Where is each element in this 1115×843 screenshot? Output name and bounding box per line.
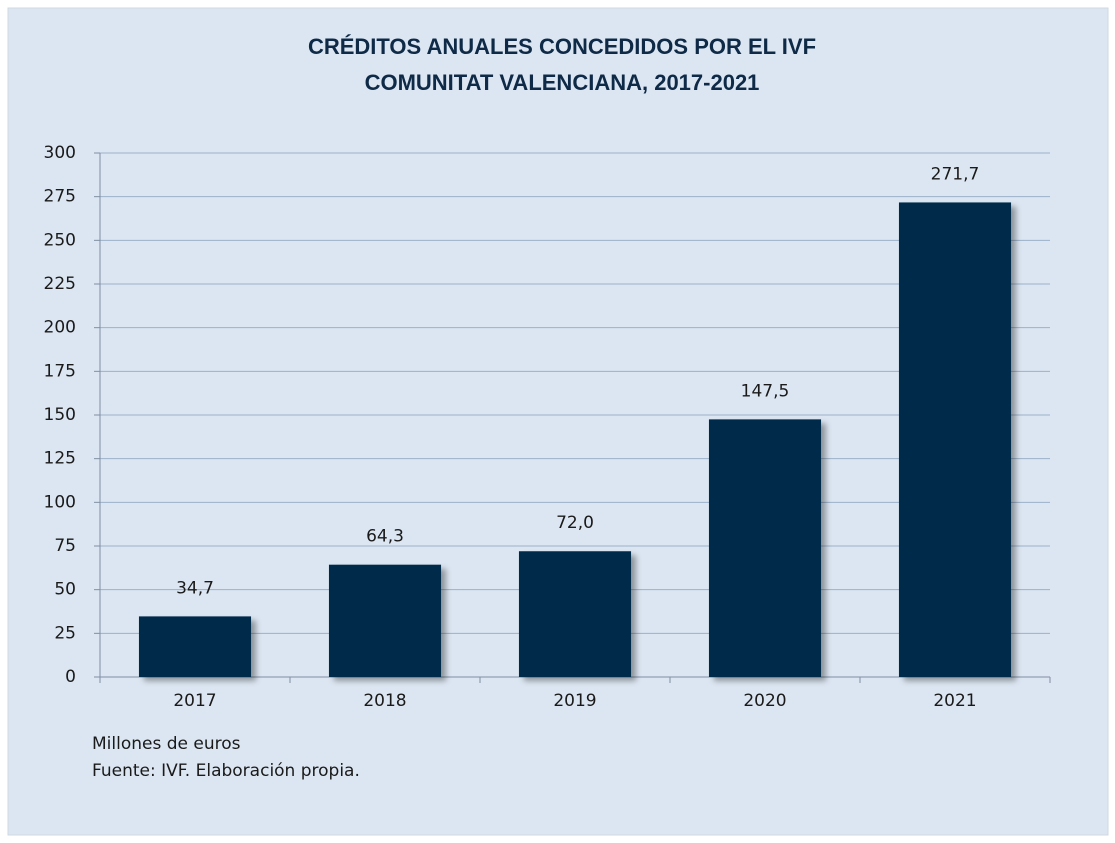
value-label: 147,5 (741, 381, 790, 401)
x-tick-label: 2018 (363, 691, 406, 711)
bar (898, 202, 1012, 677)
x-tick-label: 2020 (743, 691, 786, 711)
value-label: 271,7 (931, 164, 980, 184)
chart-title: CRÉDITOS ANUALES CONCEDIDOS POR EL IVF (308, 34, 816, 59)
bar (328, 564, 442, 677)
y-tick-label: 200 (44, 318, 76, 338)
y-tick-label: 300 (44, 143, 76, 163)
y-tick-label: 50 (54, 580, 76, 600)
y-tick-label: 25 (54, 623, 76, 643)
value-label: 34,7 (176, 578, 214, 598)
note: Millones de euros (92, 734, 241, 754)
value-label: 72,0 (556, 513, 594, 533)
bar (138, 616, 252, 677)
x-tick-label: 2021 (933, 691, 976, 711)
y-tick-label: 75 (54, 536, 76, 556)
y-tick-label: 0 (65, 667, 76, 687)
x-tick-label: 2017 (173, 691, 216, 711)
y-tick-label: 100 (44, 492, 76, 512)
y-tick-label: 175 (44, 361, 76, 381)
y-tick-label: 125 (44, 449, 76, 469)
y-tick-label: 150 (44, 405, 76, 425)
chart-subtitle: COMUNITAT VALENCIANA, 2017-2021 (365, 70, 760, 95)
y-tick-label: 225 (44, 274, 76, 294)
y-tick-label: 275 (44, 187, 76, 207)
x-tick-label: 2019 (553, 691, 596, 711)
bar (518, 551, 632, 677)
note: Fuente: IVF. Elaboración propia. (92, 761, 360, 781)
bar (708, 419, 822, 677)
y-tick-label: 250 (44, 230, 76, 250)
value-label: 64,3 (366, 527, 404, 547)
